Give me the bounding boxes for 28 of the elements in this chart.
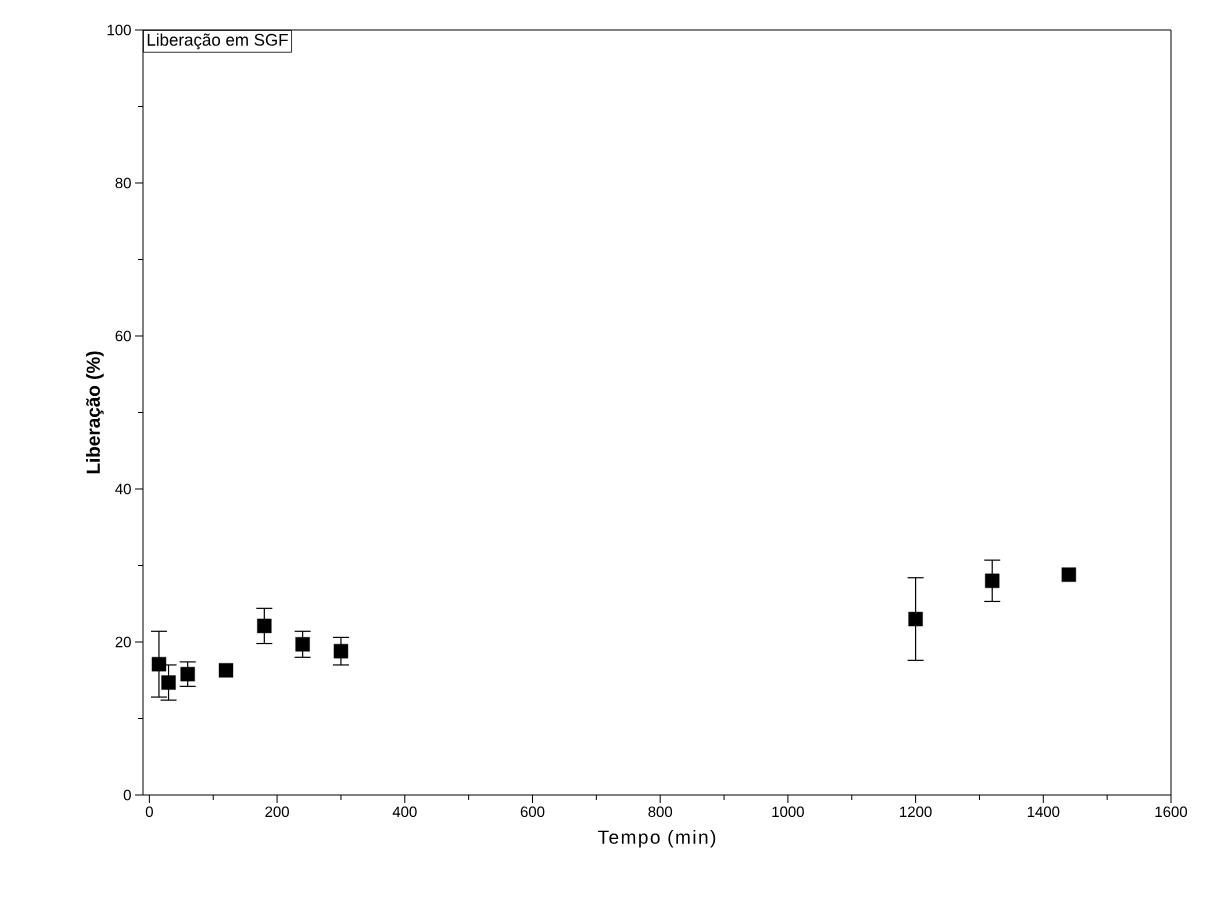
point — [151, 656, 167, 672]
point — [257, 618, 272, 634]
x-tick-label: 1200 — [900, 806, 932, 818]
x-tick-label: 400 — [392, 806, 417, 818]
y-tick-label: 0 — [123, 789, 131, 801]
x-tick-label: 0 — [145, 806, 153, 818]
x-tick-label: 600 — [520, 806, 545, 818]
point — [1061, 567, 1077, 582]
y-axis-title: Liberação (%) — [86, 351, 104, 474]
x-tick-label: 800 — [648, 806, 673, 818]
point — [908, 611, 923, 627]
y-tick-label: 40 — [115, 483, 131, 495]
point — [985, 573, 1000, 588]
point — [218, 663, 234, 678]
point — [295, 637, 310, 652]
y-tick-label: 80 — [115, 177, 131, 189]
y-tick-label: 60 — [115, 330, 131, 342]
point — [333, 643, 349, 659]
point — [161, 675, 176, 690]
y-tick-label: 100 — [107, 24, 131, 36]
x-tick-label: 1000 — [772, 806, 804, 818]
chart-title: Liberação em SGF — [147, 33, 288, 50]
x-tick-label: 1400 — [1027, 806, 1060, 818]
x-axis-title: Tempo (min) — [598, 829, 716, 848]
y-tick-label: 20 — [115, 636, 131, 648]
point — [180, 666, 195, 682]
x-tick-label: 200 — [265, 806, 289, 818]
x-tick-label: 1600 — [1155, 806, 1188, 818]
